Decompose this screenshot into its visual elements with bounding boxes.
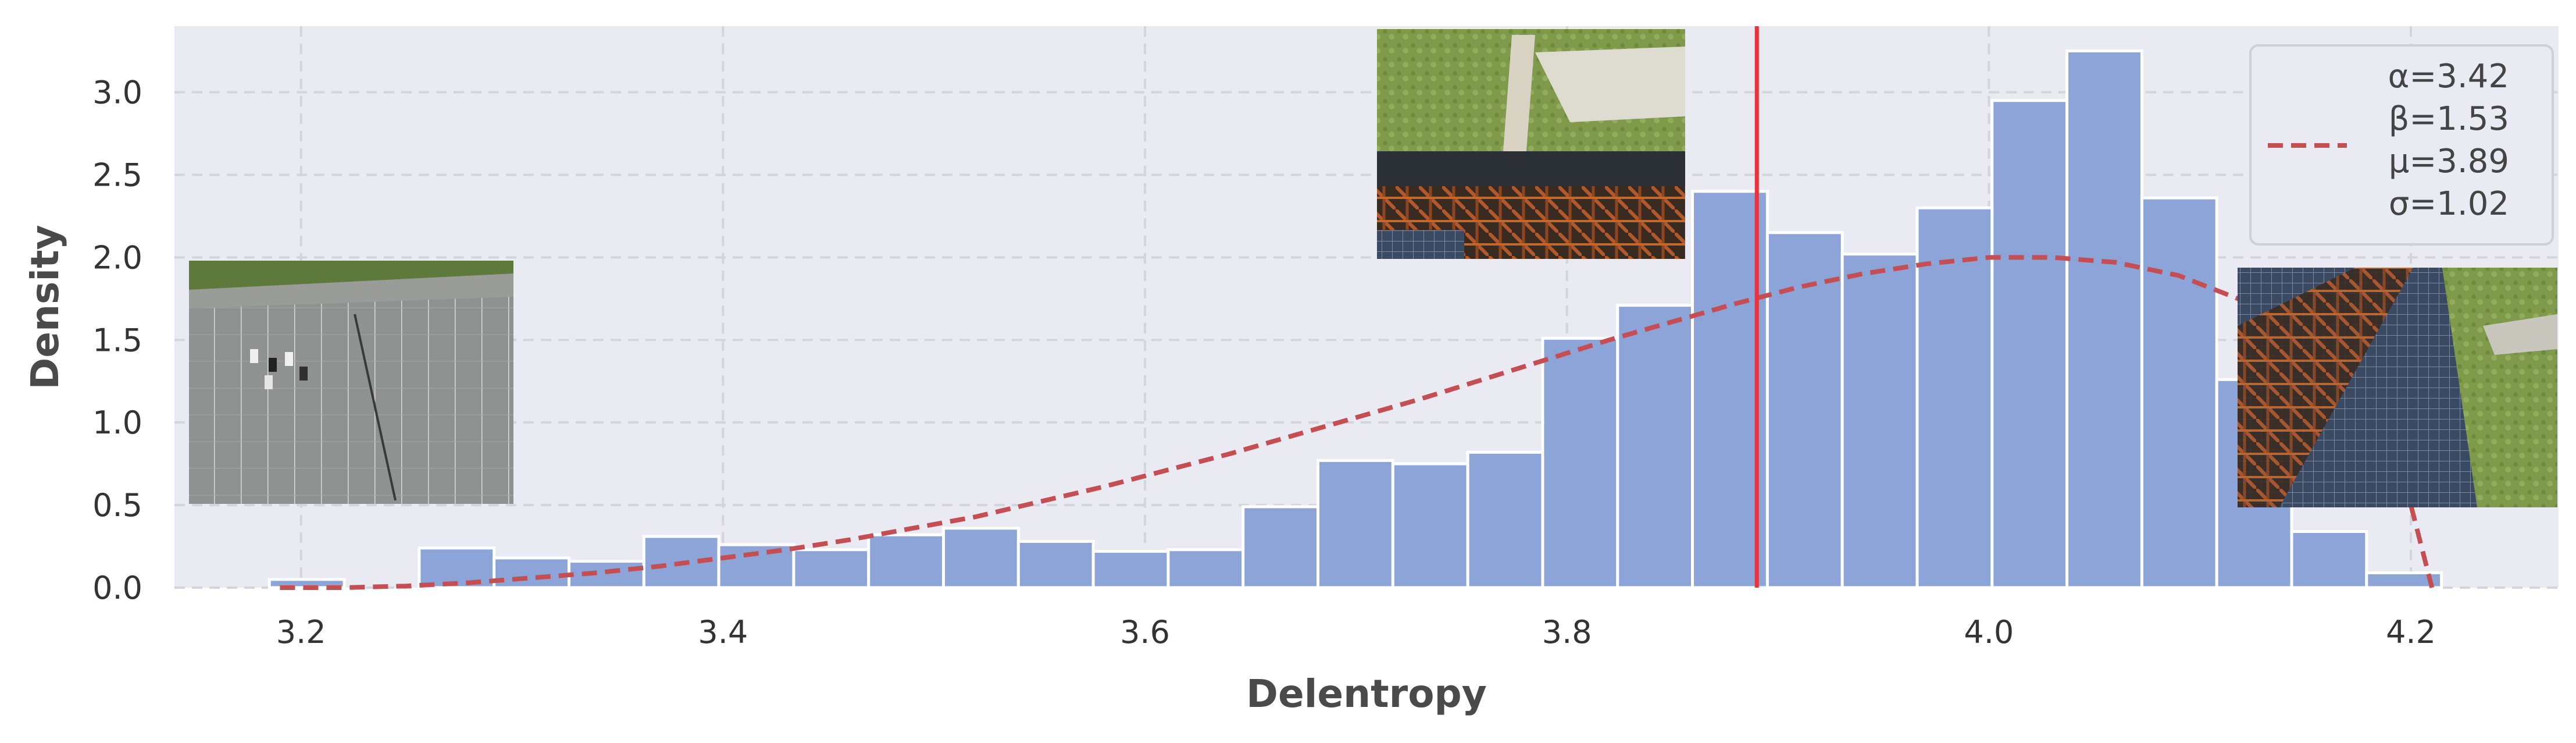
inset-image-solar-rusty-structure <box>2238 268 2557 507</box>
histogram-bar <box>1915 206 1994 589</box>
x-tick-labels: 3.2 3.4 3.6 3.8 4.0 4.2 <box>276 614 2436 650</box>
y-axis-title: Density <box>23 225 67 389</box>
histogram-bar <box>418 546 496 589</box>
legend-line-mu: μ=3.89 <box>2389 143 2509 180</box>
histogram-bar <box>1241 505 1320 589</box>
histogram-bar <box>2290 530 2368 589</box>
legend: α=3.42 β=1.53 μ=3.89 σ=1.02 <box>2249 44 2554 246</box>
x-tick-label: 3.2 <box>276 614 326 650</box>
histogram-bar <box>717 543 795 589</box>
histogram-bar <box>1466 450 1544 589</box>
y-tick-label: 3.0 <box>92 74 142 111</box>
histogram-bar <box>1840 253 1919 589</box>
histogram-bar <box>1616 304 1694 589</box>
y-tick-label: 2.0 <box>92 239 142 276</box>
histogram-bars <box>267 49 2443 589</box>
y-tick-labels: 0.0 0.5 1.0 1.5 2.0 2.5 3.0 <box>92 74 142 606</box>
y-tick-label: 1.5 <box>92 322 142 358</box>
x-tick-label: 4.2 <box>2386 614 2436 650</box>
y-tick-label: 1.0 <box>92 404 142 441</box>
histogram-bar <box>1166 548 1245 589</box>
histogram-bar <box>1541 336 1619 589</box>
histogram-bar <box>2065 49 2143 589</box>
histogram-bar <box>867 533 946 589</box>
histogram-bar <box>2140 196 2218 589</box>
legend-line-beta: β=1.53 <box>2389 100 2509 138</box>
x-tick-label: 4.0 <box>1964 614 2014 650</box>
histogram-bar <box>567 560 645 589</box>
legend-line-alpha: α=3.42 <box>2388 58 2509 95</box>
inset-image-green-field-bridge <box>1377 29 1685 259</box>
fitted-distribution-curve <box>280 255 2435 590</box>
histogram-bar <box>1091 550 1170 589</box>
histogram-bar <box>1391 462 1469 589</box>
histogram-bar <box>792 548 870 589</box>
x-tick-label: 3.8 <box>1542 614 1592 650</box>
y-tick-label: 2.5 <box>92 157 142 193</box>
histogram-bar <box>1316 458 1394 589</box>
x-axis-title: Delentropy <box>1246 671 1487 716</box>
inset-image-parking-lot <box>189 261 513 504</box>
y-tick-label: 0.5 <box>92 487 142 524</box>
x-tick-label: 3.4 <box>698 614 748 650</box>
legend-line-sigma: σ=1.02 <box>2389 185 2509 223</box>
x-tick-label: 3.6 <box>1120 614 1170 650</box>
histogram-bar <box>1016 540 1095 589</box>
histogram-bar <box>1990 99 2069 589</box>
histogram-bar <box>942 527 1020 589</box>
y-tick-label: 0.0 <box>92 570 142 606</box>
histogram-bar <box>493 556 570 589</box>
